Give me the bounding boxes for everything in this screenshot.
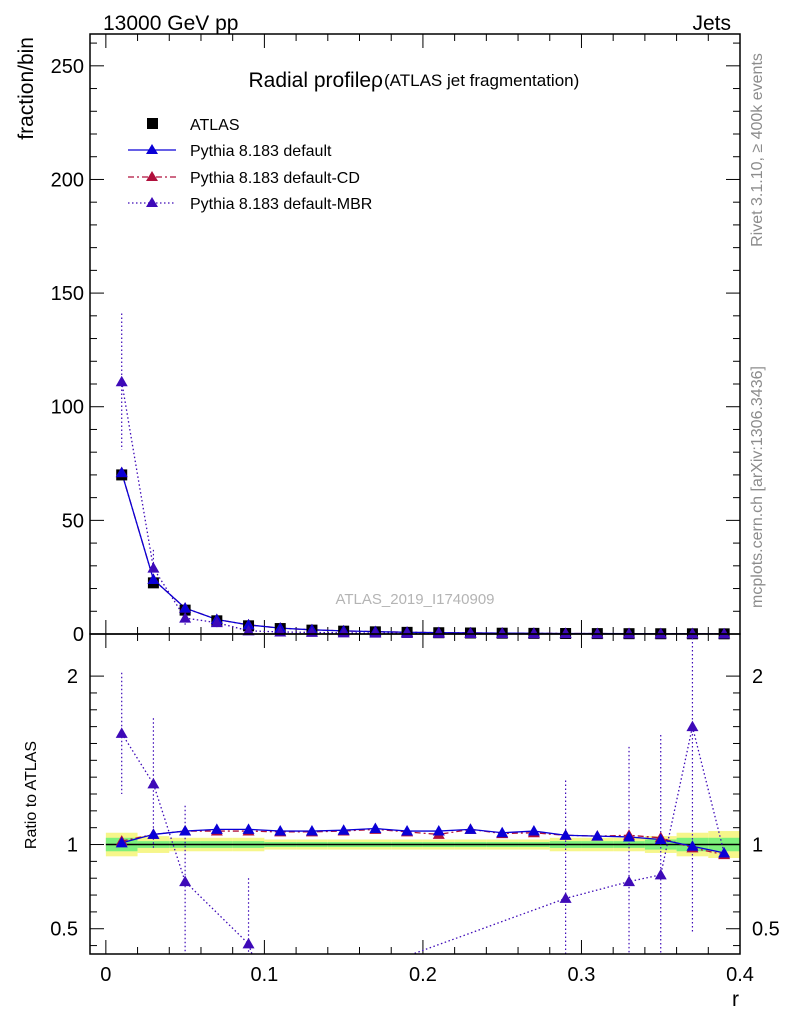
- default-ratio-marker: [242, 823, 255, 834]
- default-ratio-marker: [527, 825, 540, 836]
- mbr-marker: [242, 624, 255, 636]
- mbr-ratio-marker: [179, 875, 192, 887]
- ratio-clipped-group: [121, 634, 725, 954]
- default-ratio-marker: [654, 833, 667, 844]
- default-ratio-marker: [432, 825, 445, 836]
- series-line-mbr-ratio: [121, 726, 694, 954]
- legend-label-atlas: ATLAS: [190, 117, 240, 134]
- default-ratio-marker: [401, 825, 414, 836]
- mbr-ratio-marker: [147, 777, 160, 789]
- mbr-marker: [718, 627, 731, 639]
- y-tick-label-main: 100: [51, 397, 84, 419]
- y-axis-title-main: fraction/bin: [15, 37, 38, 140]
- x-tick-label: 0.1: [250, 964, 278, 986]
- mbr-marker: [559, 627, 572, 639]
- mbr-marker: [401, 627, 414, 638]
- mbr-ratio-marker: [686, 720, 699, 732]
- ratio-plot: 0.5 0.5 1 1 2 2 0 0.1 0.2 0.3 0.4: [50, 634, 780, 986]
- ratio-plot-frame: [89, 633, 741, 955]
- y-tick-label-ratio-right: 1: [752, 835, 763, 857]
- series-line-default-ratio: [121, 827, 725, 854]
- legend-marker-atlas: [147, 118, 158, 129]
- default-ratio-marker: [369, 822, 382, 834]
- default-marker: [242, 618, 255, 630]
- legend-label-cd: Pythia 8.183 default-CD: [190, 170, 360, 187]
- default-ratio-marker: [623, 830, 636, 842]
- default-marker: [179, 602, 192, 613]
- mbr-marker: [686, 627, 699, 639]
- header-left-label: 13000 GeV pp: [103, 12, 238, 35]
- analysis-watermark: ATLAS_2019_I1740909: [335, 591, 494, 608]
- default-marker: [115, 466, 128, 478]
- default-ratio-marker: [718, 846, 731, 858]
- mbr-marker: [654, 627, 667, 639]
- mbr-ratio-marker: [654, 868, 667, 880]
- mbr-marker: [527, 627, 540, 639]
- y-tick-label-ratio: 2: [67, 666, 78, 688]
- mbr-marker: [432, 627, 445, 638]
- legend-label-default: Pythia 8.183 default: [190, 143, 332, 160]
- legend-label-mbr: Pythia 8.183 default-MBR: [190, 196, 372, 213]
- chart-title: Radial profileρ: [248, 69, 383, 92]
- y-tick-label-ratio-right: 0.5: [752, 919, 780, 941]
- mbr-marker: [496, 627, 509, 639]
- chart-subtitle: (ATLAS jet fragmentation): [384, 71, 579, 90]
- y-tick-label-ratio: 1: [67, 835, 78, 857]
- legend-marker-mbr: [146, 197, 158, 207]
- mbr-marker: [623, 627, 636, 639]
- mbr-ratio-marker: [623, 875, 636, 887]
- default-ratio-marker: [147, 828, 160, 839]
- y-tick-label-ratio: 0.5: [50, 919, 78, 941]
- mbr-marker: [464, 627, 477, 639]
- y-tick-label-main: 200: [51, 169, 84, 191]
- default-ratio-marker: [464, 823, 477, 834]
- legend-marker-default: [146, 144, 158, 154]
- x-tick-label: 0.3: [568, 964, 596, 986]
- y-tick-label-ratio-right: 2: [752, 666, 763, 688]
- default-ratio-marker: [305, 825, 318, 836]
- series-line-cd: [121, 472, 725, 635]
- series-line-mbr-ratio-tail: [691, 726, 725, 854]
- y-tick-label-main: 150: [51, 283, 84, 305]
- legend: ATLAS Pythia 8.183 default Pythia 8.183 …: [128, 117, 372, 213]
- default-ratio-marker: [591, 830, 604, 841]
- mcplots-label: mcplots.cern.ch [arXiv:1306.3436]: [749, 366, 766, 608]
- mbr-marker: [591, 627, 604, 639]
- rivet-version-label: Rivet 3.1.10, ≥ 400k events: [749, 53, 766, 247]
- mbr-ratio-marker: [115, 727, 128, 738]
- default-ratio-marker: [274, 825, 287, 836]
- mbr-ratio-marker: [559, 892, 572, 903]
- y-axis-title-ratio: Ratio to ATLAS: [23, 741, 40, 849]
- x-axis-title: r: [732, 988, 739, 1011]
- default-ratio-marker: [337, 824, 350, 835]
- x-tick-label: 0: [100, 964, 111, 986]
- mbr-marker: [115, 375, 128, 387]
- default-ratio-marker: [496, 826, 509, 838]
- series-line-cd-ratio: [121, 828, 725, 856]
- default-ratio-marker: [179, 825, 192, 836]
- mbr-marker: [369, 627, 382, 638]
- y-tick-label-main: 50: [62, 510, 84, 532]
- mbr-marker: [147, 562, 160, 573]
- y-tick-label-main: 250: [51, 56, 84, 78]
- legend-marker-cd: [146, 171, 158, 181]
- default-ratio-marker: [115, 836, 128, 848]
- series-line-default: [121, 472, 725, 635]
- default-marker: [147, 573, 160, 584]
- x-tick-label: 0.4: [726, 964, 754, 986]
- default-ratio-marker: [210, 823, 223, 834]
- mbr-marker: [210, 616, 223, 628]
- header-right-label: Jets: [692, 12, 731, 35]
- x-tick-label: 0.2: [409, 964, 437, 986]
- y-tick-label-main: 0: [73, 624, 84, 646]
- default-ratio-marker: [686, 840, 699, 851]
- mbr-ratio-marker: [242, 937, 255, 949]
- mbr-marker: [179, 612, 192, 623]
- default-ratio-marker: [559, 829, 572, 840]
- main-plot-frame: [89, 33, 741, 635]
